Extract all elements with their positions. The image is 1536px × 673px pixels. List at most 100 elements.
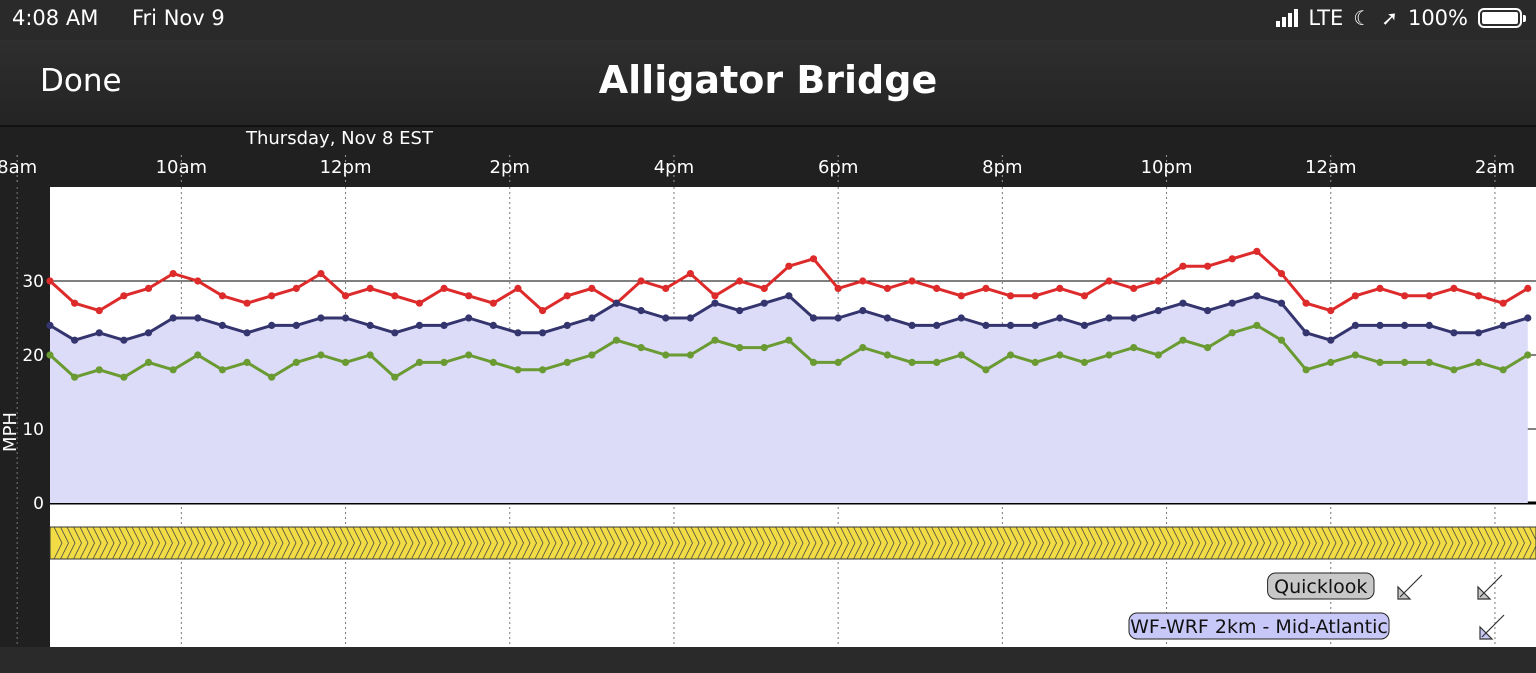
- average-point: [1056, 314, 1064, 322]
- direction-barb: [1347, 526, 1356, 560]
- direction-barb: [476, 526, 485, 560]
- direction-barb: [144, 526, 154, 560]
- direction-barb: [775, 526, 784, 560]
- average-point: [268, 321, 276, 329]
- direction-barb: [1243, 526, 1252, 560]
- lull-point: [341, 358, 350, 366]
- lull-point: [1253, 321, 1261, 329]
- direction-barb: [1490, 526, 1499, 560]
- direction-barb: [781, 526, 791, 560]
- gust-point: [268, 292, 276, 300]
- gust-point: [809, 255, 818, 263]
- gust-point: [1499, 299, 1507, 307]
- x-tick-label: 8pm: [982, 157, 1022, 178]
- lull-point: [686, 351, 694, 359]
- direction-barb: [274, 526, 284, 560]
- direction-barb: [320, 526, 329, 560]
- average-point: [1031, 321, 1039, 329]
- average-point: [317, 314, 325, 322]
- direction-barb: [619, 526, 628, 560]
- lull-point: [169, 366, 177, 374]
- direction-barb: [1431, 526, 1441, 560]
- direction-barb: [79, 526, 89, 560]
- direction-barb: [430, 526, 440, 560]
- lull-point: [736, 344, 744, 352]
- direction-barb: [1230, 526, 1239, 560]
- direction-barb: [489, 526, 498, 560]
- direction-barb: [1093, 526, 1103, 560]
- average-point: [366, 321, 374, 329]
- lull-point: [1376, 358, 1384, 366]
- direction-barb: [1405, 526, 1415, 560]
- lull-point: [1056, 351, 1064, 359]
- gust-point: [440, 284, 448, 292]
- direction-barb: [697, 526, 706, 560]
- direction-barb: [326, 526, 336, 560]
- average-point: [1474, 329, 1483, 337]
- direction-barb: [1262, 526, 1272, 560]
- direction-barb: [970, 526, 979, 560]
- gust-point: [366, 284, 374, 292]
- gust-point: [859, 277, 867, 285]
- x-tick-label: 10pm: [1141, 157, 1193, 178]
- lull-point: [1277, 336, 1286, 344]
- gust-point: [1327, 307, 1335, 315]
- direction-barb: [911, 526, 921, 560]
- direction-barb: [1438, 526, 1447, 560]
- status-bar: 4:08 AM Fri Nov 9 LTE ☾ ➚ 100%: [0, 0, 1536, 40]
- direction-barb: [190, 526, 199, 560]
- lull-point: [1401, 358, 1409, 366]
- direction-barb: [599, 526, 609, 560]
- x-tick-label: 2am: [1475, 157, 1515, 178]
- direction-barb: [794, 526, 804, 560]
- direction-barb: [963, 526, 973, 560]
- direction-barb: [892, 526, 901, 560]
- direction-barb: [229, 526, 238, 560]
- network-label: LTE: [1308, 6, 1344, 30]
- direction-barb: [593, 526, 602, 560]
- lull-point: [489, 358, 497, 366]
- gust-point: [489, 299, 497, 307]
- direction-barb: [508, 526, 518, 560]
- x-tick-label: 12pm: [320, 157, 372, 178]
- lull-point: [243, 358, 251, 366]
- direction-barb: [359, 526, 368, 560]
- direction-barb: [755, 526, 765, 560]
- direction-barb: [573, 526, 583, 560]
- direction-barb: [736, 526, 745, 560]
- direction-barb: [547, 526, 557, 560]
- lull-point: [982, 366, 990, 374]
- direction-barb: [560, 526, 570, 560]
- gust-point: [883, 284, 892, 292]
- direction-barb: [424, 526, 433, 560]
- gust-point: [218, 292, 227, 300]
- direction-barb: [138, 526, 147, 560]
- direction-barb: [1087, 526, 1096, 560]
- lull-point: [1080, 358, 1089, 366]
- direction-barb: [112, 526, 121, 560]
- lull-point: [612, 336, 621, 344]
- direction-barb: [638, 526, 648, 560]
- direction-barb: [645, 526, 654, 560]
- direction-barb: [762, 526, 771, 560]
- done-button[interactable]: Done: [40, 63, 122, 99]
- quicklook-pill: [1267, 572, 1375, 600]
- direction-barb: [1496, 526, 1506, 560]
- average-point: [809, 314, 818, 322]
- direction-barb: [352, 526, 362, 560]
- direction-barb: [768, 526, 778, 560]
- direction-barb: [287, 526, 297, 560]
- average-point: [465, 314, 473, 322]
- average-point: [834, 314, 842, 322]
- direction-barb: [1470, 526, 1480, 560]
- lull-point: [1006, 351, 1015, 359]
- direction-barb: [404, 526, 414, 560]
- average-point: [736, 307, 744, 315]
- gust-point: [243, 299, 251, 307]
- direction-band: [49, 526, 1536, 560]
- direction-barb: [209, 526, 219, 560]
- average-point: [95, 329, 103, 337]
- direction-barb: [372, 526, 381, 560]
- direction-barb: [437, 526, 446, 560]
- direction-barb: [1425, 526, 1434, 560]
